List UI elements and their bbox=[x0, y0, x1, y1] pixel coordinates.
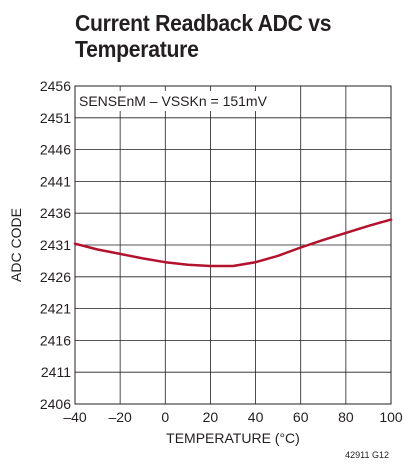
y-tick-label: 2421 bbox=[40, 301, 71, 317]
x-tick-label: 60 bbox=[293, 409, 309, 425]
x-tick-label: 100 bbox=[379, 409, 403, 425]
y-tick-label: 2436 bbox=[40, 205, 71, 221]
x-axis-label: TEMPERATURE (°C) bbox=[166, 430, 300, 446]
chart-title-line-2: Temperature bbox=[75, 36, 199, 62]
plot-frame bbox=[74, 85, 392, 405]
y-tick-label: 2446 bbox=[40, 142, 71, 158]
y-tick-label: 2426 bbox=[40, 269, 71, 285]
y-tick-label: 2411 bbox=[41, 364, 71, 380]
x-tick-label: –20 bbox=[108, 409, 132, 425]
y-axis-label: ADC CODE bbox=[8, 208, 24, 282]
figure-code: 42911 G12 bbox=[345, 450, 389, 460]
x-tick-label: 0 bbox=[161, 409, 169, 425]
annotation-background bbox=[77, 91, 271, 111]
y-tick-labels: 2406 2411 2416 2421 2426 2431 2436 2441 2446 2451… bbox=[40, 78, 71, 412]
y-tick-label: 2456 bbox=[40, 78, 71, 94]
x-tick-label: 40 bbox=[248, 409, 264, 425]
chart-title-line-1: Current Readback ADC vs bbox=[75, 10, 332, 36]
y-tick-label: 2451 bbox=[40, 110, 71, 126]
y-tick-label: 2431 bbox=[40, 237, 71, 253]
x-tick-label: 20 bbox=[203, 409, 219, 425]
x-tick-labels: –40 –20 0 20 40 60 80 100 bbox=[63, 409, 403, 425]
chart-annotation: SENSEnM – VSSKn = 151mV bbox=[79, 93, 268, 109]
grid-lines bbox=[75, 86, 391, 404]
y-tick-label: 2406 bbox=[40, 396, 71, 412]
x-tick-label: 80 bbox=[338, 409, 354, 425]
series-line bbox=[73, 218, 393, 268]
chart-title: Current Readback ADC vs Temperature bbox=[75, 10, 369, 62]
y-tick-label: 2416 bbox=[40, 332, 71, 348]
y-tick-label: 2441 bbox=[40, 173, 71, 189]
x-tick-label: –40 bbox=[63, 409, 87, 425]
